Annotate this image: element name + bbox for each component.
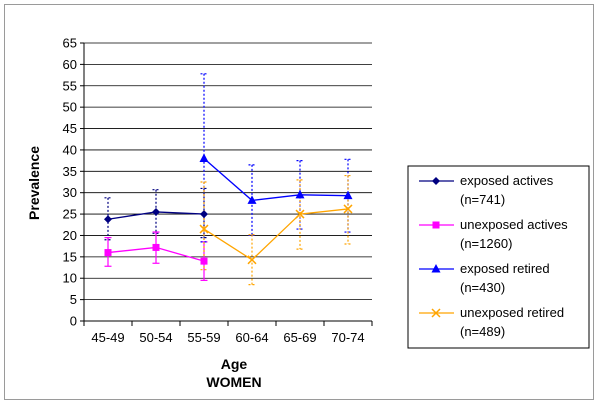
legend-item: exposed retired (n=430): [419, 261, 550, 295]
data-point: [295, 209, 305, 219]
legend-count: (n=741): [460, 192, 505, 207]
y-tick-label: 60: [63, 57, 77, 72]
series-lines: [107, 157, 349, 262]
series-line: [203, 208, 349, 261]
series-markers: [104, 153, 353, 265]
data-point: [104, 249, 112, 257]
data-point: [199, 224, 209, 234]
y-tick-label: 30: [63, 185, 77, 200]
legend-swatch-marker: [431, 308, 441, 318]
x-tick-label: 65-69: [283, 330, 316, 345]
legend-swatch-marker: [432, 177, 440, 185]
data-point: [247, 255, 257, 265]
y-tick-label: 15: [63, 249, 77, 264]
x-axis-title: Age: [221, 356, 248, 372]
grid-lines: [84, 42, 372, 301]
data-point: [343, 204, 353, 214]
legend-count: (n=430): [460, 280, 505, 295]
data-point: [247, 195, 257, 204]
data-point: [199, 153, 209, 162]
legend-label: unexposed retired: [460, 305, 564, 320]
legend-item: unexposed retired (n=489): [419, 305, 564, 339]
data-point: [152, 243, 160, 251]
x-marker-stroke: [431, 308, 441, 318]
x-tick-label: 60-64: [235, 330, 268, 345]
legend-count: (n=1260): [460, 236, 512, 251]
y-tick-label: 20: [63, 228, 77, 243]
x-tick-label: 70-74: [331, 330, 364, 345]
x-marker-stroke: [247, 255, 257, 265]
legend-item: exposed actives (n=741): [419, 173, 554, 207]
series-line: [203, 157, 349, 202]
y-tick-label: 55: [63, 78, 77, 93]
y-tick-label: 0: [70, 314, 77, 329]
axes: [80, 42, 373, 326]
data-point: [104, 215, 112, 224]
data-point: [295, 189, 305, 199]
y-tick-label: 35: [63, 164, 77, 179]
legend-label: unexposed actives: [460, 217, 568, 232]
x-axis-subtitle: WOMEN: [206, 374, 261, 390]
data-point: [200, 210, 208, 219]
legend-label: exposed actives: [460, 173, 554, 188]
legend-item: unexposed actives (n=1260): [419, 217, 568, 251]
y-tick-label: 5: [70, 292, 77, 307]
y-tick-label: 25: [63, 207, 77, 222]
legend-label: exposed retired: [460, 261, 550, 276]
legend-box: [407, 165, 590, 349]
data-point: [343, 190, 353, 200]
y-tick-label: 40: [63, 142, 77, 157]
x-marker-stroke: [199, 224, 209, 234]
x-tick-label: 45-49: [91, 330, 124, 345]
y-tick-label: 50: [63, 100, 77, 115]
x-marker-stroke: [295, 209, 305, 219]
legend-count: (n=489): [460, 324, 505, 339]
x-tick-labels: 45-49 50-54 55-59 60-64 65-69 70-74: [91, 330, 364, 345]
data-point: [152, 207, 160, 216]
data-point: [200, 257, 208, 265]
x-marker-stroke: [343, 204, 353, 214]
y-tick-label: 45: [63, 121, 77, 136]
y-tick-labels: 0 5 10 15 20 25 30 35 40 45 50 55 60 65: [63, 36, 77, 329]
legend: exposed actives (n=741) unexposed actives (…: [407, 165, 590, 349]
x-tick-label: 50-54: [139, 330, 172, 345]
y-tick-label: 65: [63, 36, 77, 51]
x-tick-label: 55-59: [187, 330, 220, 345]
y-axis-title: Prevalence: [26, 146, 42, 220]
legend-swatch-marker: [431, 264, 441, 273]
y-tick-label: 10: [63, 271, 77, 286]
legend-swatch-marker: [432, 221, 440, 229]
